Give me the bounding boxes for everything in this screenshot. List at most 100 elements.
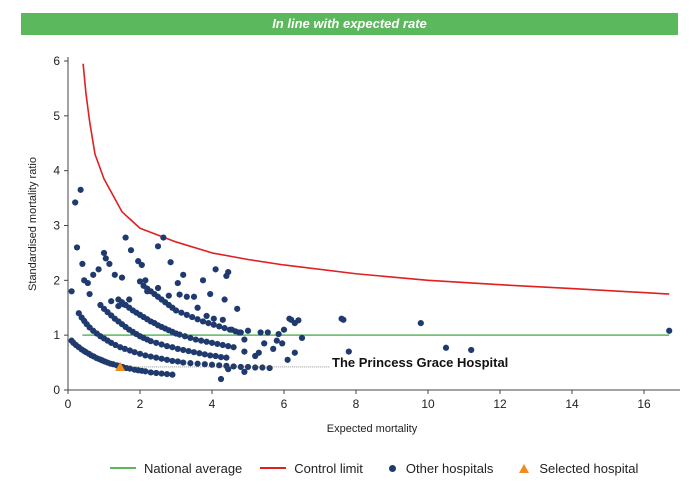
other-hospital-point xyxy=(126,347,134,354)
other-hospital-point xyxy=(178,309,185,316)
other-hospital-point xyxy=(181,333,189,340)
other-hospital-point xyxy=(340,316,347,323)
other-hospital-point xyxy=(279,340,286,347)
legend-selected-hospital: Selected hospital xyxy=(511,461,638,476)
legend-other-hospitals: Other hospitals xyxy=(381,461,493,476)
y-tick-label: 3 xyxy=(53,219,60,233)
x-tick-label: 6 xyxy=(281,397,288,411)
other-hospital-point xyxy=(192,336,199,343)
other-hospital-point xyxy=(468,346,475,354)
other-hospital-point xyxy=(244,327,252,334)
other-hospital-point xyxy=(154,284,162,292)
other-hospital-point xyxy=(225,269,232,276)
legend-control-limit: Control limit xyxy=(260,461,363,476)
other-hospital-point xyxy=(189,313,196,321)
other-hospital-point xyxy=(180,359,187,366)
other-hospital-point xyxy=(144,288,151,295)
other-hospital-point xyxy=(234,305,241,312)
y-tick-label: 5 xyxy=(53,109,60,123)
other-hospital-point xyxy=(127,247,135,254)
other-hospital-point xyxy=(102,255,109,262)
other-hospital-point xyxy=(203,338,210,345)
other-hospital-point xyxy=(163,370,171,378)
selected-hospital-label: The Princess Grace Hospital xyxy=(332,355,508,370)
other-hospital-point xyxy=(241,348,248,355)
other-hospital-point xyxy=(207,290,214,298)
y-tick-label: 6 xyxy=(53,54,60,68)
other-hospital-point xyxy=(142,277,149,284)
other-hospital-point xyxy=(228,326,235,333)
other-hospital-point xyxy=(261,340,268,347)
other-hospital-point xyxy=(264,329,271,336)
other-hospital-point xyxy=(153,354,160,361)
other-hospital-point xyxy=(235,329,243,336)
other-hospital-point xyxy=(241,336,248,343)
other-hospital-point xyxy=(131,349,138,356)
x-tick-label: 12 xyxy=(493,397,507,411)
other-hospital-point xyxy=(169,371,176,378)
other-hospital-point xyxy=(199,318,207,325)
other-hospital-point xyxy=(257,329,264,336)
other-hospital-point xyxy=(207,352,214,359)
other-hospital-point xyxy=(196,350,203,357)
other-hospital-point xyxy=(111,271,118,278)
other-hospital-point xyxy=(174,345,181,352)
legend-swatch-national-average xyxy=(110,467,136,469)
other-hospital-point xyxy=(158,355,165,362)
other-hospital-point xyxy=(205,320,212,327)
other-hospital-point xyxy=(73,244,81,251)
other-hospital-point xyxy=(75,310,82,317)
other-hospital-point xyxy=(187,360,194,367)
x-tick-label: 0 xyxy=(65,397,72,411)
legend-label-national-average: National average xyxy=(144,460,243,476)
other-hospital-point xyxy=(291,349,298,356)
other-hospital-point xyxy=(115,303,122,310)
other-hospital-point xyxy=(241,368,248,376)
other-hospital-point xyxy=(106,260,113,267)
other-hospital-point xyxy=(284,356,291,363)
other-hospital-point xyxy=(163,343,171,350)
other-hospital-point xyxy=(225,366,232,373)
other-hospital-point xyxy=(190,349,198,356)
other-hospital-point xyxy=(270,345,277,352)
data-points xyxy=(68,186,673,383)
y-axis-label: Standardised mortality ratio xyxy=(27,157,39,291)
other-hospital-point xyxy=(100,249,108,257)
other-hospital-point xyxy=(136,278,144,285)
other-hospital-point xyxy=(280,326,288,333)
other-hospital-point xyxy=(180,271,187,278)
other-hospital-point xyxy=(167,259,174,266)
other-hospital-point xyxy=(216,362,223,369)
other-hospital-point xyxy=(230,344,237,351)
other-hospital-point xyxy=(212,352,219,360)
other-hospital-point xyxy=(153,339,160,346)
other-hospital-point xyxy=(210,315,217,322)
other-hospital-point xyxy=(172,307,180,314)
legend-national-average: National average xyxy=(110,461,242,476)
legend-label-other-hospitals: Other hospitals xyxy=(405,460,494,476)
other-hospital-point xyxy=(442,344,450,351)
other-hospital-point xyxy=(190,293,198,300)
x-tick-label: 4 xyxy=(209,397,216,411)
other-hospital-point xyxy=(183,311,190,318)
other-hospital-point xyxy=(286,315,293,322)
other-hospital-point xyxy=(112,341,119,349)
other-hospital-point xyxy=(169,344,176,351)
other-hospital-point xyxy=(158,341,165,348)
other-hospital-point xyxy=(180,346,187,354)
other-hospital-point xyxy=(142,368,149,375)
other-hospital-point xyxy=(208,361,216,368)
other-hospital-point xyxy=(90,271,97,278)
other-hospital-point xyxy=(118,274,126,281)
other-hospital-point xyxy=(136,350,144,357)
other-hospital-point xyxy=(185,347,192,355)
y-tick-label: 4 xyxy=(53,164,60,178)
other-hospital-point xyxy=(199,277,207,284)
other-hospital-point xyxy=(117,344,124,351)
other-hospital-point xyxy=(259,364,266,371)
other-hospital-point xyxy=(219,341,226,349)
other-hospital-point xyxy=(275,330,282,338)
status-banner: In line with expected rate xyxy=(21,13,678,35)
other-hospital-point xyxy=(183,293,190,300)
